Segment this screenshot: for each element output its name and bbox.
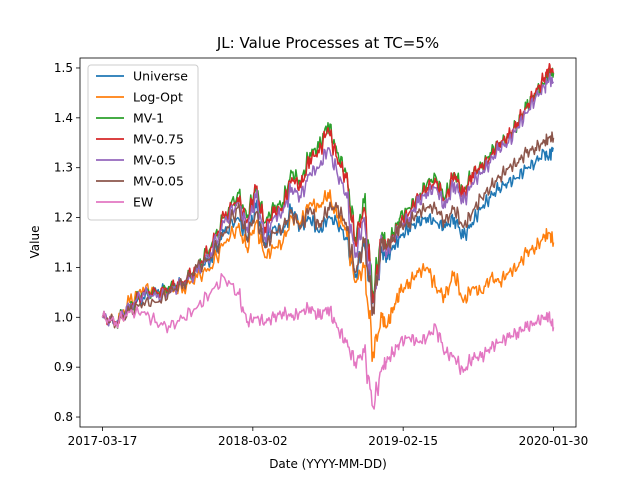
y-tick-label: 0.9 bbox=[54, 360, 73, 374]
series-line-mv-1 bbox=[101, 67, 555, 330]
y-tick-label: 0.8 bbox=[54, 410, 73, 424]
series-line-ew bbox=[101, 273, 555, 410]
series-line-mv-0-05 bbox=[101, 131, 555, 329]
legend-label-mv-1: MV-1 bbox=[133, 111, 164, 126]
x-tick-label: 2017-03-17 bbox=[68, 434, 138, 448]
y-axis-label: Value bbox=[28, 226, 42, 259]
x-axis-label: Date (YYYY-MM-DD) bbox=[269, 457, 387, 471]
series-layer bbox=[101, 62, 555, 410]
x-tick-label: 2018-03-02 bbox=[218, 434, 288, 448]
y-tick-label: 1.3 bbox=[54, 161, 73, 175]
y-tick-label: 1.2 bbox=[54, 211, 73, 225]
x-tick-label: 2020-01-30 bbox=[519, 434, 589, 448]
legend-label-mv-0-05: MV-0.05 bbox=[133, 174, 184, 189]
axes-layer: 0.8 0.9 1.0 1.1 1.2 1.3 1.4 1.5 2017-03-17 2018-0… bbox=[54, 57, 589, 448]
y-tick-label: 1.4 bbox=[54, 111, 73, 125]
legend-label-mv-0-5: MV-0.5 bbox=[133, 153, 176, 168]
x-tick-label: 2019-02-15 bbox=[368, 434, 438, 448]
legend-label-log-opt: Log-Opt bbox=[133, 90, 183, 105]
y-tick-label: 1.0 bbox=[54, 310, 73, 324]
plot-frame bbox=[79, 57, 577, 428]
series-line-log-opt bbox=[102, 189, 555, 363]
y-tick-label: 1.5 bbox=[54, 61, 73, 75]
legend-label-universe: Universe bbox=[133, 69, 188, 84]
series-line-mv-0-5 bbox=[102, 72, 555, 327]
y-tick-label: 1.1 bbox=[54, 260, 73, 274]
legend-label-mv-0-75: MV-0.75 bbox=[133, 132, 184, 147]
series-line-universe bbox=[102, 146, 555, 327]
legend-label-ew: EW bbox=[133, 195, 153, 210]
legend: Universe Log-Opt MV-1 MV-0.75 MV-0.5 MV-0.05 E… bbox=[87, 64, 199, 221]
chart-title: JL: Value Processes at TC=5% bbox=[216, 34, 439, 52]
